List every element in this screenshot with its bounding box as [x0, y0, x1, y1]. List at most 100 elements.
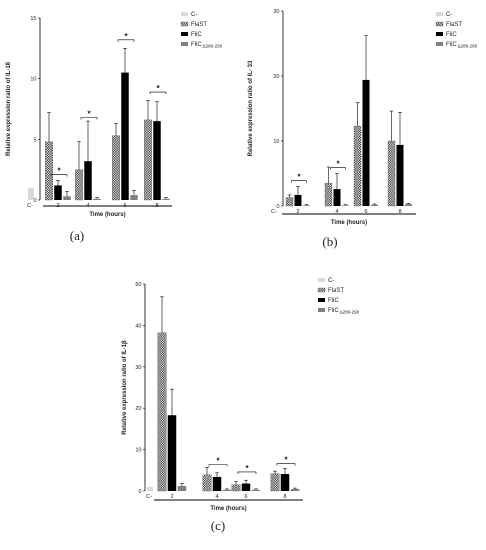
- y-tick-label: 50: [135, 282, 141, 288]
- legend-label: FliC: [328, 298, 339, 304]
- bar-0-2: [353, 125, 362, 207]
- significance-star: *: [124, 32, 128, 41]
- significance-star: *: [245, 464, 249, 473]
- legend-swatch: [436, 32, 443, 36]
- bar-2-0: [177, 486, 187, 491]
- bar-2-1: [93, 198, 101, 200]
- legend-label: FliCΔ286-290: [328, 308, 360, 315]
- legend-swatch: [318, 298, 325, 302]
- y-tick-label: 20: [135, 406, 141, 412]
- y-tick-label: 10: [135, 448, 141, 454]
- x-tick-label: 6: [364, 209, 367, 215]
- legend-swatch: [436, 42, 443, 46]
- legend-swatch: [181, 12, 188, 16]
- significance-star: *: [156, 84, 160, 93]
- legend-swatch: [317, 287, 326, 293]
- bar-2-2: [251, 489, 261, 491]
- legend-label: C-: [328, 278, 334, 284]
- legend-label: FlaST: [191, 22, 207, 28]
- legend-subscript: Δ286-290: [340, 310, 360, 315]
- bar-0-3: [144, 119, 152, 201]
- legend-label: FlaST: [446, 22, 462, 28]
- y-tick-label: 10: [30, 77, 36, 83]
- bar-1-2: [121, 72, 129, 200]
- y-axis-title: Relative expression ratio of IL- 33: [248, 60, 254, 156]
- y-tick-label: 10: [273, 139, 279, 145]
- bar-control: [147, 486, 153, 491]
- chart-panel-b: 0 10 20 30 Relative expression ratio of IL- …: [248, 9, 478, 249]
- significance-bracket: [330, 167, 346, 170]
- bar-0-3: [270, 473, 280, 492]
- bar-1-2: [362, 79, 370, 206]
- y-tick-label: 40: [135, 323, 141, 329]
- significance-bracket: [50, 174, 68, 177]
- bar-0-1: [202, 474, 212, 492]
- x-tick-label: 4: [215, 494, 218, 500]
- bar-2-2: [371, 204, 378, 206]
- legend-label: C-: [191, 12, 197, 18]
- x-axis-title: Time (hours): [89, 212, 125, 218]
- legend-swatch: [318, 308, 325, 312]
- legend-label: FliCΔ286-290: [191, 42, 223, 49]
- legend-label: FliC: [191, 32, 202, 38]
- bar-2-1: [222, 489, 232, 491]
- y-tick-label: 0: [276, 204, 279, 210]
- bar-0-1: [75, 169, 83, 201]
- chart-panel-a: 0 5 10 15 Relative expression ratio of IL-18…: [6, 12, 223, 243]
- significance-bracket: [80, 117, 98, 120]
- legend-label: C-: [446, 12, 452, 18]
- significance-bracket: [149, 91, 167, 95]
- bar-2-1: [342, 205, 349, 206]
- legend-subscript: Δ286-290: [203, 44, 223, 49]
- y-axis-title: Relative expression ratio of IL-18: [6, 61, 12, 156]
- y-tick-label: 20: [273, 74, 279, 80]
- bar-1-0: [167, 415, 177, 491]
- legend-swatch: [318, 278, 325, 282]
- bar-0-2: [231, 484, 241, 492]
- x-tick-label-control: C-: [271, 209, 277, 215]
- bar-0-1: [324, 183, 333, 207]
- panel-label: (b): [322, 234, 337, 249]
- bar-1-3: [396, 144, 404, 206]
- x-tick-label: 2: [170, 494, 173, 500]
- panel-label: (c): [211, 518, 225, 533]
- y-tick-label: 5: [33, 137, 36, 143]
- bar-1-1: [84, 161, 92, 200]
- bar-1-0: [54, 185, 62, 200]
- legend-swatch: [180, 21, 189, 27]
- bar-1-2: [241, 483, 251, 491]
- y-tick-label: 15: [30, 16, 36, 22]
- bar-0-0: [157, 332, 167, 492]
- x-tick-label: 8: [283, 494, 286, 500]
- y-tick-label: 0: [138, 489, 141, 495]
- bar-2-3: [290, 488, 300, 491]
- bar-1-3: [153, 121, 161, 200]
- significance-star: *: [284, 456, 288, 465]
- bar-2-0: [303, 205, 310, 206]
- significance-star: *: [57, 167, 61, 176]
- legend-swatch: [436, 12, 443, 16]
- legend-subscript: Δ286-290: [458, 44, 478, 49]
- bar-0-2: [112, 135, 120, 201]
- bar-2-2: [130, 195, 138, 200]
- significance-star: *: [336, 160, 340, 169]
- legend-swatch: [435, 21, 444, 27]
- bar-1-0: [294, 194, 302, 206]
- y-tick-label: 0: [33, 198, 36, 204]
- bar-control: [272, 205, 278, 206]
- significance-bracket: [208, 464, 228, 467]
- x-tick-label: 8: [398, 209, 401, 215]
- chart-panel-c: 0 10 20 30 40 50 Relative expression ratio of …: [122, 278, 360, 533]
- x-axis-title: Time (hours): [210, 506, 246, 512]
- panel-label: (a): [70, 228, 84, 243]
- significance-star: *: [297, 173, 301, 182]
- bar-1-3: [280, 474, 290, 491]
- significance-bracket: [276, 463, 296, 466]
- legend-label: FlaST: [328, 288, 344, 294]
- x-axis-title: Time (hours): [331, 220, 367, 226]
- bar-0-0: [45, 141, 53, 201]
- bar-2-3: [405, 204, 412, 206]
- y-tick-label: 30: [135, 365, 141, 371]
- legend-swatch: [181, 42, 188, 46]
